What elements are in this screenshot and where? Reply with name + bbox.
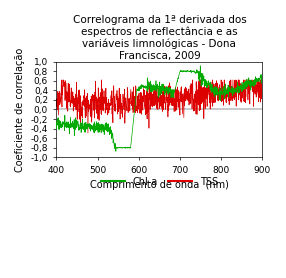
Legend: Chl-a, TSS: Chl-a, TSS xyxy=(97,173,222,190)
X-axis label: Comprimento de onda  (nm): Comprimento de onda (nm) xyxy=(90,180,229,190)
Y-axis label: Coeficiente de correlação: Coeficiente de correlação xyxy=(15,47,25,172)
Title: Correlograma da 1ª derivada dos
espectros de reflectância e as
variáveis limnoló: Correlograma da 1ª derivada dos espectro… xyxy=(73,15,246,61)
